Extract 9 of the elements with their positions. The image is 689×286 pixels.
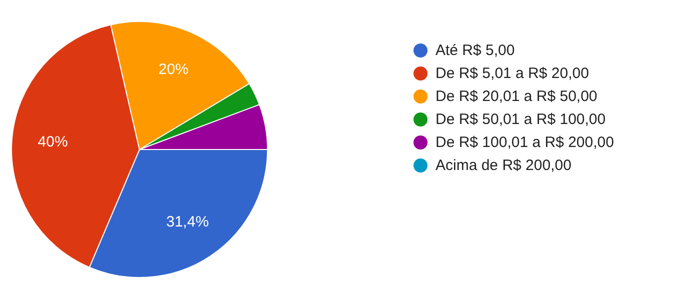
data-label: 40% bbox=[38, 133, 68, 150]
legend-label: De R$ 100,01 a R$ 200,00 bbox=[436, 134, 614, 151]
data-label: 31,4% bbox=[166, 214, 209, 231]
legend-label: De R$ 5,01 a R$ 20,00 bbox=[436, 65, 589, 82]
legend-label: Até R$ 5,00 bbox=[436, 42, 515, 59]
legend-label: De R$ 20,01 a R$ 50,00 bbox=[436, 88, 598, 105]
legend-label: De R$ 50,01 a R$ 100,00 bbox=[436, 111, 606, 128]
legend-label: Acima de R$ 200,00 bbox=[436, 157, 572, 174]
data-label: 20% bbox=[158, 60, 189, 78]
